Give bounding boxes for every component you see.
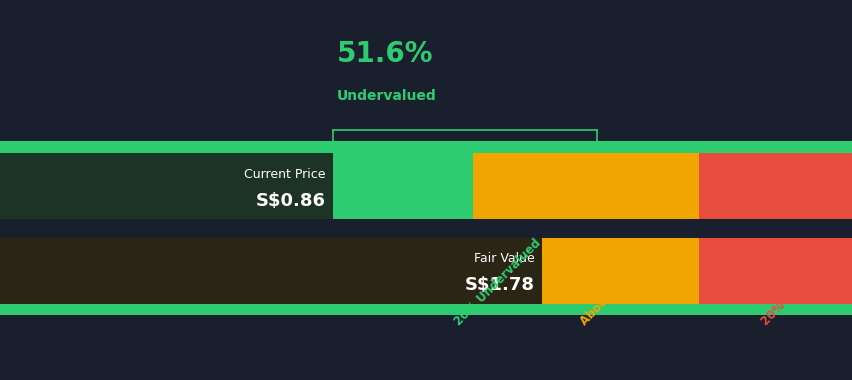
Bar	[699, 153, 852, 219]
Text: 20% Undervalued: 20% Undervalued	[452, 237, 543, 328]
Bar	[699, 238, 852, 304]
Text: S$1.78: S$1.78	[464, 276, 534, 294]
Bar	[473, 153, 699, 219]
Text: 20% Overvalued: 20% Overvalued	[758, 243, 843, 328]
Text: About Right: About Right	[578, 263, 642, 328]
Bar	[0, 153, 473, 219]
Bar	[0, 304, 852, 315]
Text: 51.6%: 51.6%	[337, 40, 433, 68]
Bar	[0, 238, 541, 304]
Text: Undervalued: Undervalued	[337, 89, 436, 103]
Bar	[0, 153, 332, 219]
Text: Current Price: Current Price	[244, 168, 325, 180]
Bar	[0, 141, 852, 153]
Text: S$0.86: S$0.86	[256, 192, 325, 210]
Bar	[473, 238, 699, 304]
Bar	[0, 238, 473, 304]
Text: Fair Value: Fair Value	[474, 252, 534, 265]
